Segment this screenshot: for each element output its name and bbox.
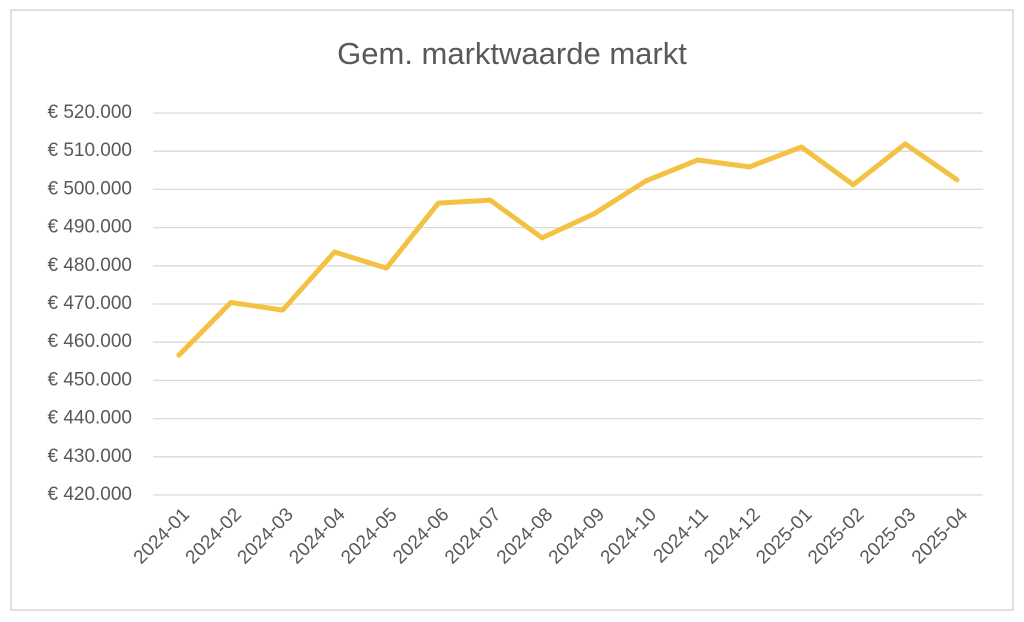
data-line — [176, 141, 960, 358]
y-tick-label: € 460.000 — [47, 331, 132, 352]
y-tick-label: € 500.000 — [47, 178, 132, 199]
y-tick-label: € 420.000 — [47, 484, 132, 505]
chart-title: Gem. marktwaarde markt — [337, 36, 687, 71]
y-tick-label: € 490.000 — [47, 217, 132, 238]
y-tick-label: € 510.000 — [47, 140, 132, 161]
y-tick-label: € 430.000 — [47, 446, 132, 467]
y-tick-label: € 480.000 — [47, 255, 132, 276]
y-tick-label: € 470.000 — [47, 293, 132, 314]
chart-border — [10, 9, 1014, 611]
y-tick-label: € 450.000 — [47, 369, 132, 390]
y-tick-label: € 440.000 — [47, 408, 132, 429]
y-tick-label: € 520.000 — [47, 102, 132, 123]
